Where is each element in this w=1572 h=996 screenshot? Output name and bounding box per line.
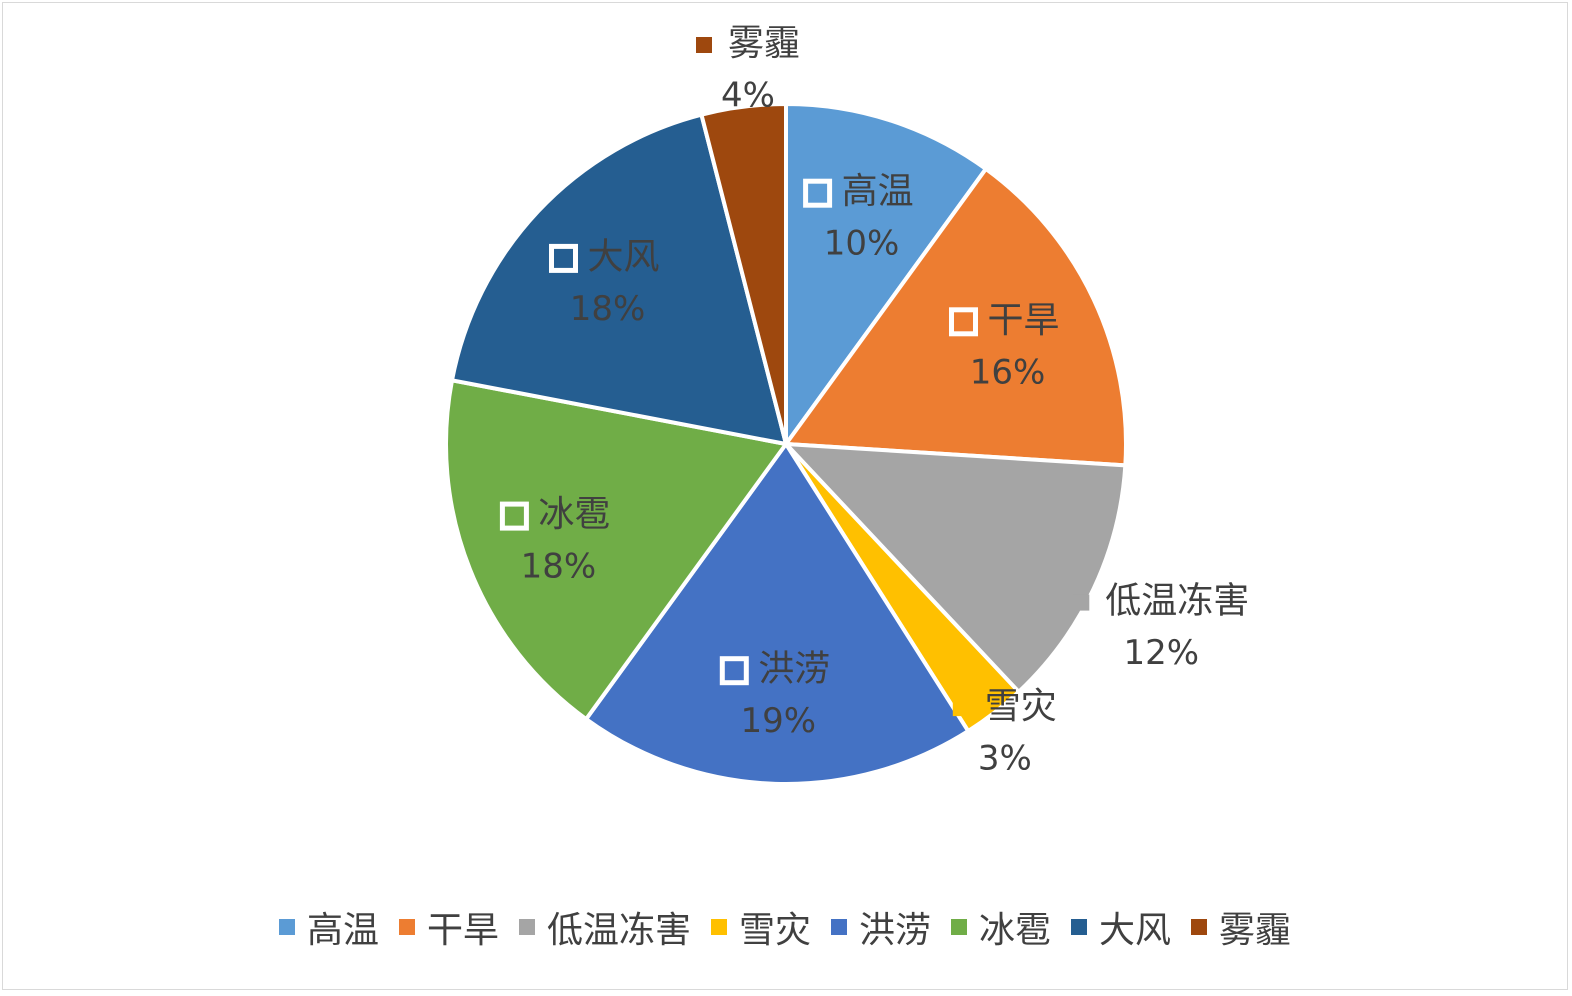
legend-item-3: 雪灾 [710,901,811,953]
slice-key-swatch [696,37,712,53]
legend-item-5: 冰雹 [951,901,1051,953]
slice-key-swatch [719,656,749,686]
legend-item-6: 大风 [1071,901,1171,953]
legend-swatch [831,919,847,935]
legend-label: 雪灾 [738,910,811,951]
slice-label-3: 雪灾 3% [952,686,1057,779]
slice-category-label: 雾霾 [728,23,800,64]
slice-key-swatch [549,243,578,273]
legend-label: 洪涝 [859,910,932,951]
legend-swatch [951,919,968,935]
pie-labels: 高温 10% 干旱 16% 低温冻害 12% 雪灾 3% 洪涝 19% 冰雹 18% 大风 18% 雾霾 4% [499,23,1249,779]
slice-key-swatch [1073,594,1090,611]
slice-percent-label: 16% [970,352,1046,392]
slice-category-label: 高温 [842,171,914,212]
slice-key-swatch [499,501,529,531]
legend-item-1: 干旱 [398,901,499,953]
legend: 高温 干旱 低温冻害 雪灾 洪涝 冰雹 大风 雾霾 [3,901,1567,953]
legend-label: 冰雹 [979,910,1052,951]
slice-label-4: 洪涝 19% [719,649,830,741]
legend-item-0: 高温 [278,901,379,953]
pie-slices [444,102,1128,786]
legend-swatch [398,919,415,935]
slice-category-label: 大风 [587,236,659,277]
pie-slice-7 [699,102,788,446]
slice-percent-label: 10% [824,224,900,264]
pie-slice-2 [784,442,1128,694]
slice-category-label: 冰雹 [538,494,610,535]
slice-percent-label: 19% [741,701,817,741]
pie-slice-6 [450,112,788,446]
slice-percent-label: 18% [521,547,597,587]
legend-label: 低温冻害 [546,910,691,951]
slice-key-swatch [952,700,969,717]
slice-label-7: 雾霾 4% [696,23,800,116]
pie-slice-0 [784,102,988,446]
slice-label-0: 高温 10% [803,171,914,264]
slice-label-6: 大风 18% [549,236,660,329]
slice-percent-label: 3% [978,739,1032,779]
pie-chart: 高温 10% 干旱 16% 低温冻害 12% 雪灾 3% 洪涝 19% 冰雹 18% 大风 18% 雾霾 4% [444,23,1249,786]
slice-percent-label: 18% [570,289,646,329]
legend-label: 雾霾 [1219,910,1292,951]
legend-swatch [518,919,535,935]
slice-category-label: 低温冻害 [1105,581,1249,622]
legend-label: 干旱 [426,910,499,951]
legend-swatch [278,919,295,935]
slice-category-label: 干旱 [987,300,1059,341]
pie-slice-5 [444,378,788,722]
slice-category-label: 雪灾 [985,686,1057,727]
slice-label-1: 干旱 16% [949,300,1060,392]
slice-percent-label: 12% [1124,633,1200,673]
slice-label-2: 低温冻害 12% [1073,581,1249,673]
legend-item-4: 洪涝 [831,901,931,953]
slice-key-swatch [803,178,833,208]
legend-swatch [1071,919,1088,935]
slice-percent-label: 4% [721,76,775,116]
legend-label: 高温 [306,910,379,951]
legend-item-7: 雾霾 [1191,901,1291,953]
slice-label-5: 冰雹 18% [499,494,610,587]
pie-slice-4 [584,442,971,786]
slice-key-swatch [949,307,978,337]
legend-label: 大风 [1099,910,1172,951]
legend-swatch [1191,919,1208,935]
legend-item-2: 低温冻害 [518,901,691,953]
legend-swatch [710,919,727,935]
slice-category-label: 洪涝 [758,649,830,690]
